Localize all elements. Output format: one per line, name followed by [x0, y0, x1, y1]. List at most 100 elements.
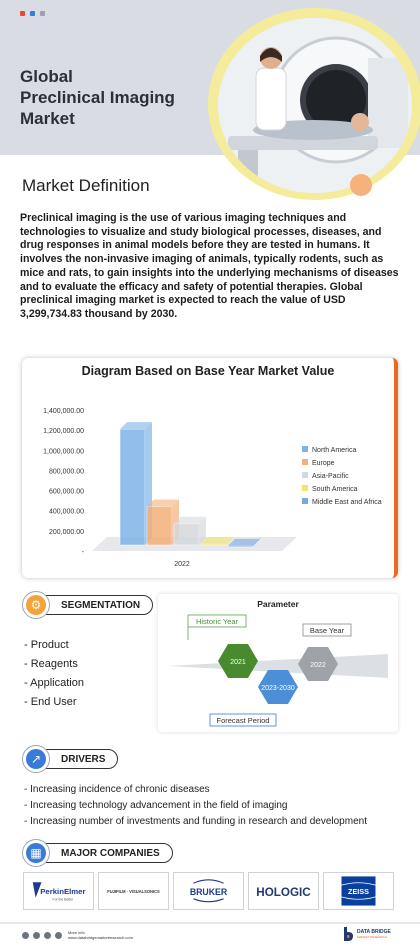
forecast-period-value: 2023-2030 [261, 685, 295, 692]
legend-swatch [302, 485, 308, 491]
historic-year-label: Historic Year [196, 617, 239, 626]
zeiss-logo: ZEISS [323, 872, 394, 910]
bar-top [147, 499, 179, 507]
svg-text:HOLOGIC: HOLOGIC [256, 886, 311, 899]
gear-icon: ⚙ [26, 595, 46, 615]
fujifilm-visualsonics-logo: FUJIFILM · VISUALSONICS [98, 872, 169, 910]
title-line-1: Global [20, 67, 73, 86]
svg-text:PerkinElmer: PerkinElmer [40, 887, 85, 896]
bar-top [201, 536, 233, 544]
segmentation-icon: ⚙ [22, 591, 50, 619]
instagram-icon[interactable] [55, 932, 62, 939]
list-item: Increasing number of investments and fun… [24, 814, 367, 830]
bar-europe [146, 506, 173, 546]
bar-side [199, 516, 206, 545]
footer: More info www.databridgemarketresearch.c… [0, 922, 420, 950]
section-heading-market-definition: Market Definition [22, 176, 150, 195]
y-tick-label: 1,200,000.00 [43, 428, 84, 435]
list-item: Reagents [24, 655, 84, 674]
more-info-label: More info [68, 930, 85, 935]
x-tick-label: 2022 [174, 561, 190, 568]
drivers-list: Increasing incidence of chronic diseases… [24, 782, 367, 830]
base-year-value: 2022 [310, 662, 326, 669]
footer-divider [0, 922, 420, 924]
list-item: Product [24, 636, 84, 655]
segmentation-list: Product Reagents Application End User [24, 636, 84, 712]
building-icon: ▦ [26, 843, 46, 863]
bar-middle-east-and-africa [227, 545, 254, 548]
chart-growth-icon: ↗ [26, 749, 46, 769]
y-tick-label: 200,000.00 [49, 529, 84, 536]
y-tick-label: 1,400,000.00 [43, 408, 84, 415]
legend-label: Europe [312, 460, 335, 467]
historic-year-value: 2021 [230, 659, 246, 666]
bar-chart: 1,400,000.00 1,200,000.00 1,000,000.00 800,… [43, 408, 382, 568]
company-logos: PerkinElmer For the Better FUJIFILM · VI… [23, 872, 394, 910]
window-dots [20, 11, 45, 16]
bar-south-america [200, 543, 227, 546]
website-link[interactable]: www.databridgemarketresearch.com [68, 935, 133, 940]
svg-text:FUJIFILM · VISUALSONICS: FUJIFILM · VISUALSONICS [107, 889, 160, 894]
chart-title: Diagram Based on Base Year Market Value [81, 364, 335, 378]
data-bridge-logo-icon [344, 927, 353, 941]
bar-side [226, 536, 233, 545]
red-dot [20, 11, 25, 16]
base-hexagon [298, 647, 338, 681]
list-item: Application [24, 674, 84, 693]
more-info: More info www.databridgemarketresearch.c… [68, 930, 133, 940]
title-line-2: Preclinical Imaging [20, 88, 175, 107]
segmentation-label: SEGMENTATION [61, 599, 141, 611]
mri-scanner-photo [218, 18, 412, 193]
historic-hexagon [218, 644, 258, 678]
companies-icon: ▦ [22, 839, 50, 867]
decorative-orange-dot [350, 174, 372, 196]
legend-label: North America [312, 447, 356, 454]
drivers-pill: DRIVERS [30, 749, 119, 769]
y-tick-label: 1,000,000.00 [43, 448, 84, 455]
svg-text:BRUKER: BRUKER [190, 887, 228, 897]
chart-card: Diagram Based on Base Year Market Value … [22, 358, 398, 578]
facebook-icon[interactable] [33, 932, 40, 939]
bar-top [174, 516, 206, 524]
forecast-hexagon [258, 670, 298, 704]
page-title: Global Preclinical Imaging Market [20, 66, 220, 129]
legend-swatch [302, 498, 308, 504]
base-year-label: Base Year [310, 626, 345, 635]
blue-dot [30, 11, 35, 16]
bar-top [228, 538, 260, 546]
market-definition-text: Preclinical imaging is the use of variou… [20, 212, 399, 320]
companies-label: MAJOR COMPANIES [61, 847, 160, 859]
parameter-title: Parameter [257, 599, 299, 609]
forecast-period-label: Forecast Period [217, 716, 270, 725]
y-tick-label: 400,000.00 [49, 509, 84, 516]
svg-text:ZEISS: ZEISS [348, 887, 369, 896]
data-bridge-brand: DATA BRIDGE MARKET RESEARCH [342, 926, 391, 942]
svg-text:For the Better: For the Better [53, 898, 75, 902]
legend-swatch [302, 472, 308, 478]
hologic-logo: HOLOGIC [248, 872, 319, 910]
list-item: Increasing technology advancement in the… [24, 798, 367, 814]
social-links [22, 932, 62, 939]
bar-side [253, 538, 260, 546]
drivers-label: DRIVERS [61, 753, 106, 765]
legend-label: Middle East and Africa [312, 499, 382, 506]
bar-asia-pacific [173, 523, 200, 546]
parameter-card: Parameter Historic Year Base Year Foreca… [158, 594, 398, 732]
legend-swatch [302, 459, 308, 465]
y-tick-label: - [82, 549, 85, 556]
legend-label: Asia-Pacific [312, 473, 349, 480]
y-tick-label: 800,000.00 [49, 468, 84, 475]
gray-dot [40, 11, 45, 16]
legend-swatch [302, 446, 308, 452]
list-item: Increasing incidence of chronic diseases [24, 782, 367, 798]
title-line-3: Market [20, 109, 75, 128]
bar-north-america [119, 428, 146, 546]
companies-pill: MAJOR COMPANIES [30, 843, 173, 863]
skype-icon[interactable] [22, 932, 29, 939]
drivers-icon: ↗ [22, 745, 50, 773]
list-item: End User [24, 693, 84, 712]
brand-subtitle: MARKET RESEARCH [357, 934, 387, 939]
twitter-icon[interactable] [44, 932, 51, 939]
brand-name: DATA BRIDGE [357, 928, 391, 935]
bruker-logo: BRUKER [173, 872, 244, 910]
